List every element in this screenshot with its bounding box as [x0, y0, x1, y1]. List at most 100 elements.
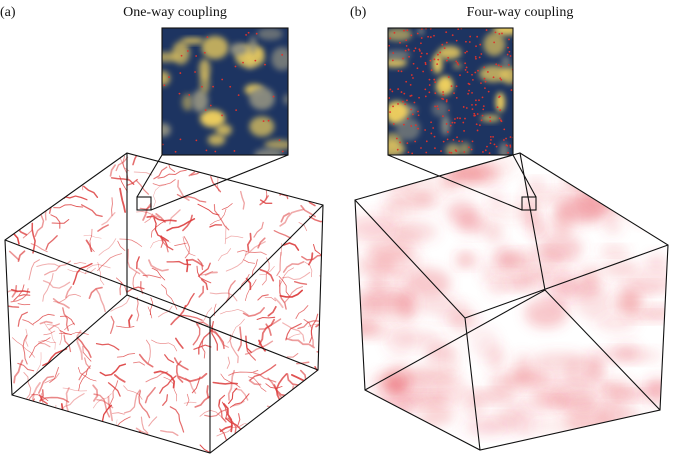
filament: [11, 284, 18, 298]
particle: [467, 146, 470, 149]
particle: [180, 54, 183, 57]
particle: [450, 85, 453, 88]
filament: [152, 179, 176, 186]
filament: [39, 414, 56, 426]
particle: [168, 76, 170, 78]
particle: [461, 140, 464, 143]
filament: [92, 384, 99, 402]
particle: [392, 52, 395, 54]
particle-field: [355, 153, 668, 450]
cloud: [621, 163, 636, 181]
vortex: [162, 123, 171, 137]
vortex: [201, 35, 229, 60]
filament: [302, 407, 312, 417]
cloud: [488, 187, 504, 210]
particle: [446, 131, 449, 133]
filament: [160, 235, 164, 248]
filament: [18, 284, 25, 296]
filament: [98, 429, 125, 441]
filament: [216, 423, 244, 437]
particle: [388, 44, 391, 47]
particle: [455, 150, 458, 153]
filament: [148, 259, 169, 272]
filament: [293, 280, 308, 285]
cloud: [584, 177, 628, 199]
particle: [392, 105, 394, 108]
filament: [84, 444, 100, 453]
cloud: [484, 222, 504, 243]
filament: [89, 228, 95, 252]
filament: [33, 415, 59, 429]
particle: [195, 55, 198, 57]
filament: [160, 236, 174, 251]
particle: [397, 88, 400, 90]
cloud: [366, 239, 414, 262]
filament: [174, 242, 187, 246]
filament: [279, 289, 304, 298]
filament: [20, 429, 41, 445]
particle: [425, 151, 428, 154]
particle: [441, 97, 444, 100]
particle: [424, 129, 427, 131]
particle: [229, 85, 232, 88]
filament: [78, 367, 97, 382]
particle: [407, 48, 410, 51]
particle: [419, 49, 421, 52]
particle: [406, 29, 409, 32]
filament: [145, 339, 151, 364]
cloud: [575, 288, 611, 320]
filament: [160, 429, 179, 437]
filament: [99, 363, 127, 377]
filament: [146, 215, 177, 222]
filament: [186, 393, 190, 406]
filament: [199, 409, 226, 421]
particle: [500, 78, 503, 81]
filament: [228, 387, 238, 405]
filament: [244, 279, 257, 302]
cloud: [486, 278, 510, 296]
cube-b: [354, 152, 669, 451]
filament: [287, 402, 291, 416]
vortex: [200, 109, 226, 128]
filament: [32, 313, 55, 325]
cloud: [645, 253, 668, 272]
particle: [471, 73, 473, 76]
filament: [29, 196, 55, 209]
particle: [498, 117, 501, 120]
vortex: [198, 58, 211, 80]
filament: [209, 208, 227, 226]
filament: [273, 230, 292, 239]
particle: [441, 43, 444, 46]
filament: [308, 252, 314, 266]
filament: [96, 399, 114, 409]
filament: [76, 330, 83, 361]
filament: [169, 406, 185, 433]
filament: [303, 176, 312, 193]
filament: [151, 267, 166, 281]
particle: [443, 47, 446, 50]
particle: [466, 71, 469, 74]
particle: [186, 50, 189, 52]
filament: [5, 289, 18, 295]
filament: [197, 203, 220, 216]
particle: [485, 29, 488, 31]
filament: [36, 263, 61, 268]
particle: [406, 117, 409, 120]
cube-a: [4, 152, 324, 454]
particle: [451, 34, 454, 37]
cloud: [374, 420, 395, 434]
filament: [13, 359, 24, 384]
particle: [411, 113, 414, 116]
particle: [499, 109, 502, 112]
filament: [153, 370, 176, 389]
filament: [273, 416, 299, 429]
particle: [408, 55, 410, 58]
particle: [477, 69, 479, 72]
filament: [107, 395, 114, 422]
particle: [453, 92, 455, 95]
particle: [212, 85, 214, 88]
inset-frame: [161, 27, 289, 156]
cloud: [449, 169, 487, 182]
particle: [482, 108, 485, 111]
particle: [410, 74, 413, 76]
